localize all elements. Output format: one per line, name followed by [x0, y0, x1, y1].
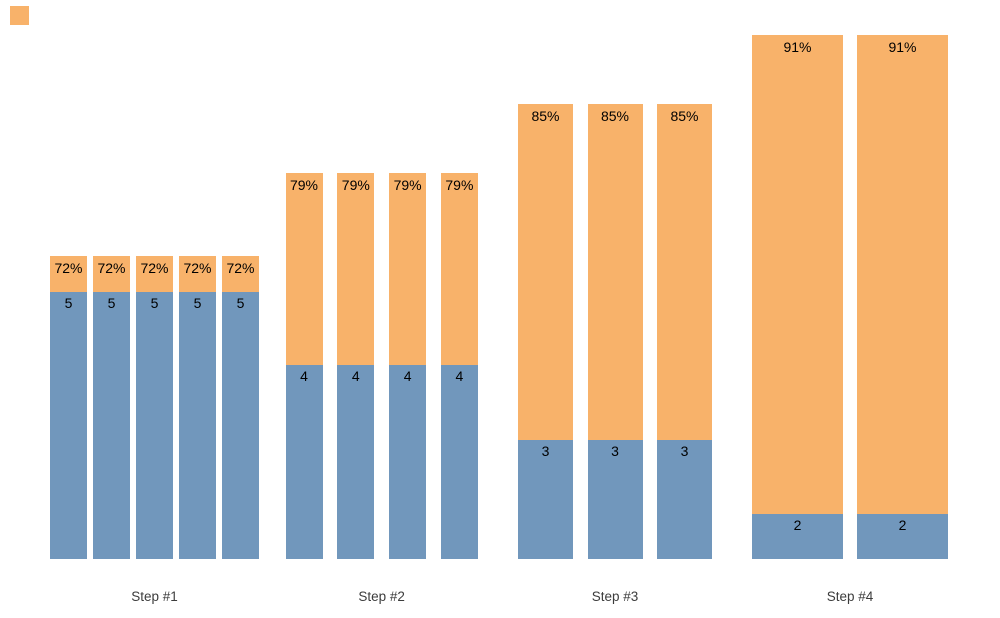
funnel-bar: 72% 5 [136, 256, 173, 559]
funnel-bar: 79% 4 [440, 173, 478, 559]
percent-label: 72% [140, 260, 169, 276]
count-segment: 2 [752, 514, 843, 559]
count-segment: 5 [136, 292, 173, 559]
count-label: 2 [898, 517, 907, 533]
percent-segment: 72% [222, 256, 259, 292]
percent-label: 79% [289, 177, 319, 193]
count-segment: 5 [50, 292, 87, 559]
count-label: 4 [300, 368, 308, 384]
count-segment: 4 [337, 365, 375, 559]
count-segment: 5 [222, 292, 259, 559]
percent-label: 85% [670, 108, 699, 124]
percent-segment: 79% [440, 173, 478, 365]
step-label: Step #2 [358, 589, 405, 604]
percent-segment: 91% [857, 35, 948, 514]
count-label: 3 [541, 443, 550, 459]
percent-label: 79% [445, 177, 474, 193]
funnel-bar: 72% 5 [93, 256, 130, 559]
funnel-bar: 91% 2 [752, 35, 843, 559]
funnel-bar: 91% 2 [857, 35, 948, 559]
funnel-bar: 79% 4 [389, 173, 427, 559]
count-label: 3 [680, 443, 689, 459]
percent-segment: 79% [389, 173, 427, 365]
corner-orange-swatch [10, 6, 29, 25]
percent-label: 72% [54, 260, 83, 276]
count-label: 5 [64, 295, 73, 311]
count-segment: 3 [657, 440, 712, 559]
count-label: 5 [193, 295, 202, 311]
count-segment: 5 [179, 292, 216, 559]
count-segment: 3 [587, 440, 643, 559]
count-label: 5 [150, 295, 159, 311]
count-label: 3 [611, 443, 619, 459]
percent-segment: 72% [93, 256, 130, 292]
count-segment: 4 [285, 365, 323, 559]
funnel-bar: 72% 5 [50, 256, 87, 559]
step-label: Step #4 [826, 589, 874, 604]
count-label: 4 [351, 368, 360, 384]
percent-segment: 79% [285, 173, 323, 365]
funnel-bar: 79% 4 [337, 173, 375, 559]
funnel-bar: 72% 5 [222, 256, 259, 559]
funnel-bar: 85% 3 [518, 104, 573, 559]
percent-segment: 85% [657, 104, 712, 440]
step-label: Step #3 [591, 589, 639, 604]
percent-label: 72% [183, 260, 212, 276]
count-segment: 2 [857, 514, 948, 559]
percent-segment: 91% [752, 35, 843, 514]
percent-label: 85% [531, 108, 560, 124]
funnel-bar: 85% 3 [657, 104, 712, 559]
percent-segment: 72% [50, 256, 87, 292]
count-label: 4 [455, 368, 464, 384]
percent-label: 79% [341, 177, 370, 193]
percent-segment: 85% [518, 104, 573, 440]
funnel-bar: 79% 4 [285, 173, 323, 559]
count-label: 4 [403, 368, 412, 384]
funnel-bar: 72% 5 [179, 256, 216, 559]
percent-label: 72% [97, 260, 126, 276]
percent-segment: 72% [179, 256, 216, 292]
percent-segment: 85% [587, 104, 643, 440]
count-segment: 5 [93, 292, 130, 559]
percent-label: 91% [888, 39, 917, 55]
count-segment: 4 [440, 365, 478, 559]
count-segment: 4 [389, 365, 427, 559]
percent-label: 91% [783, 39, 812, 55]
percent-label: 85% [600, 108, 630, 124]
count-label: 2 [793, 517, 802, 533]
percent-label: 79% [393, 177, 422, 193]
percent-segment: 72% [136, 256, 173, 292]
count-label: 5 [236, 295, 245, 311]
funnel-bar: 85% 3 [587, 104, 643, 559]
count-segment: 3 [518, 440, 573, 559]
percent-label: 72% [226, 260, 255, 276]
step-label: Step #1 [131, 589, 178, 604]
percent-segment: 79% [337, 173, 375, 365]
count-label: 5 [107, 295, 116, 311]
